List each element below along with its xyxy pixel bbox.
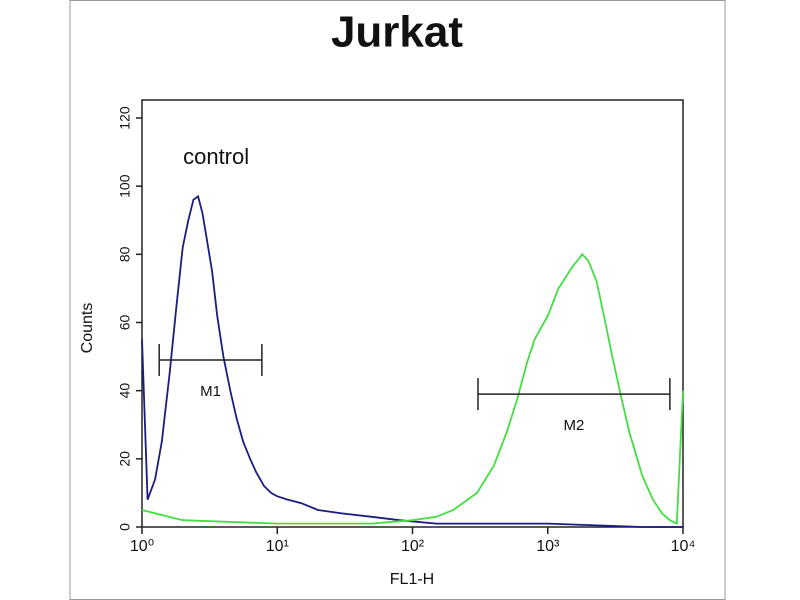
x-tick-label: 10¹ [266, 538, 289, 555]
x-tick-label: 10² [401, 538, 425, 555]
y-tick-label: 60 [117, 315, 133, 331]
marker-label: M2 [564, 417, 585, 434]
y-tick-label: 120 [117, 106, 133, 130]
series-line [141, 194, 683, 528]
series-label: control [183, 144, 249, 169]
x-tick-label: 10⁰ [130, 538, 154, 555]
marker-label: M1 [200, 383, 221, 400]
chart-frame [69, 0, 726, 600]
x-axis-label: FL1-H [390, 571, 434, 588]
y-tick-label: 100 [117, 174, 133, 198]
y-tick-label: 40 [117, 383, 133, 399]
y-tick-label: 80 [117, 246, 133, 262]
chart-title: Jurkat [331, 8, 463, 57]
y-axis-label: Counts [79, 303, 96, 354]
series-line [141, 252, 684, 526]
y-tick-label: 20 [117, 451, 133, 467]
x-tick-label: 10⁴ [671, 538, 696, 555]
y-tick-label: 0 [117, 523, 133, 531]
x-tick-label: 10³ [536, 538, 560, 555]
